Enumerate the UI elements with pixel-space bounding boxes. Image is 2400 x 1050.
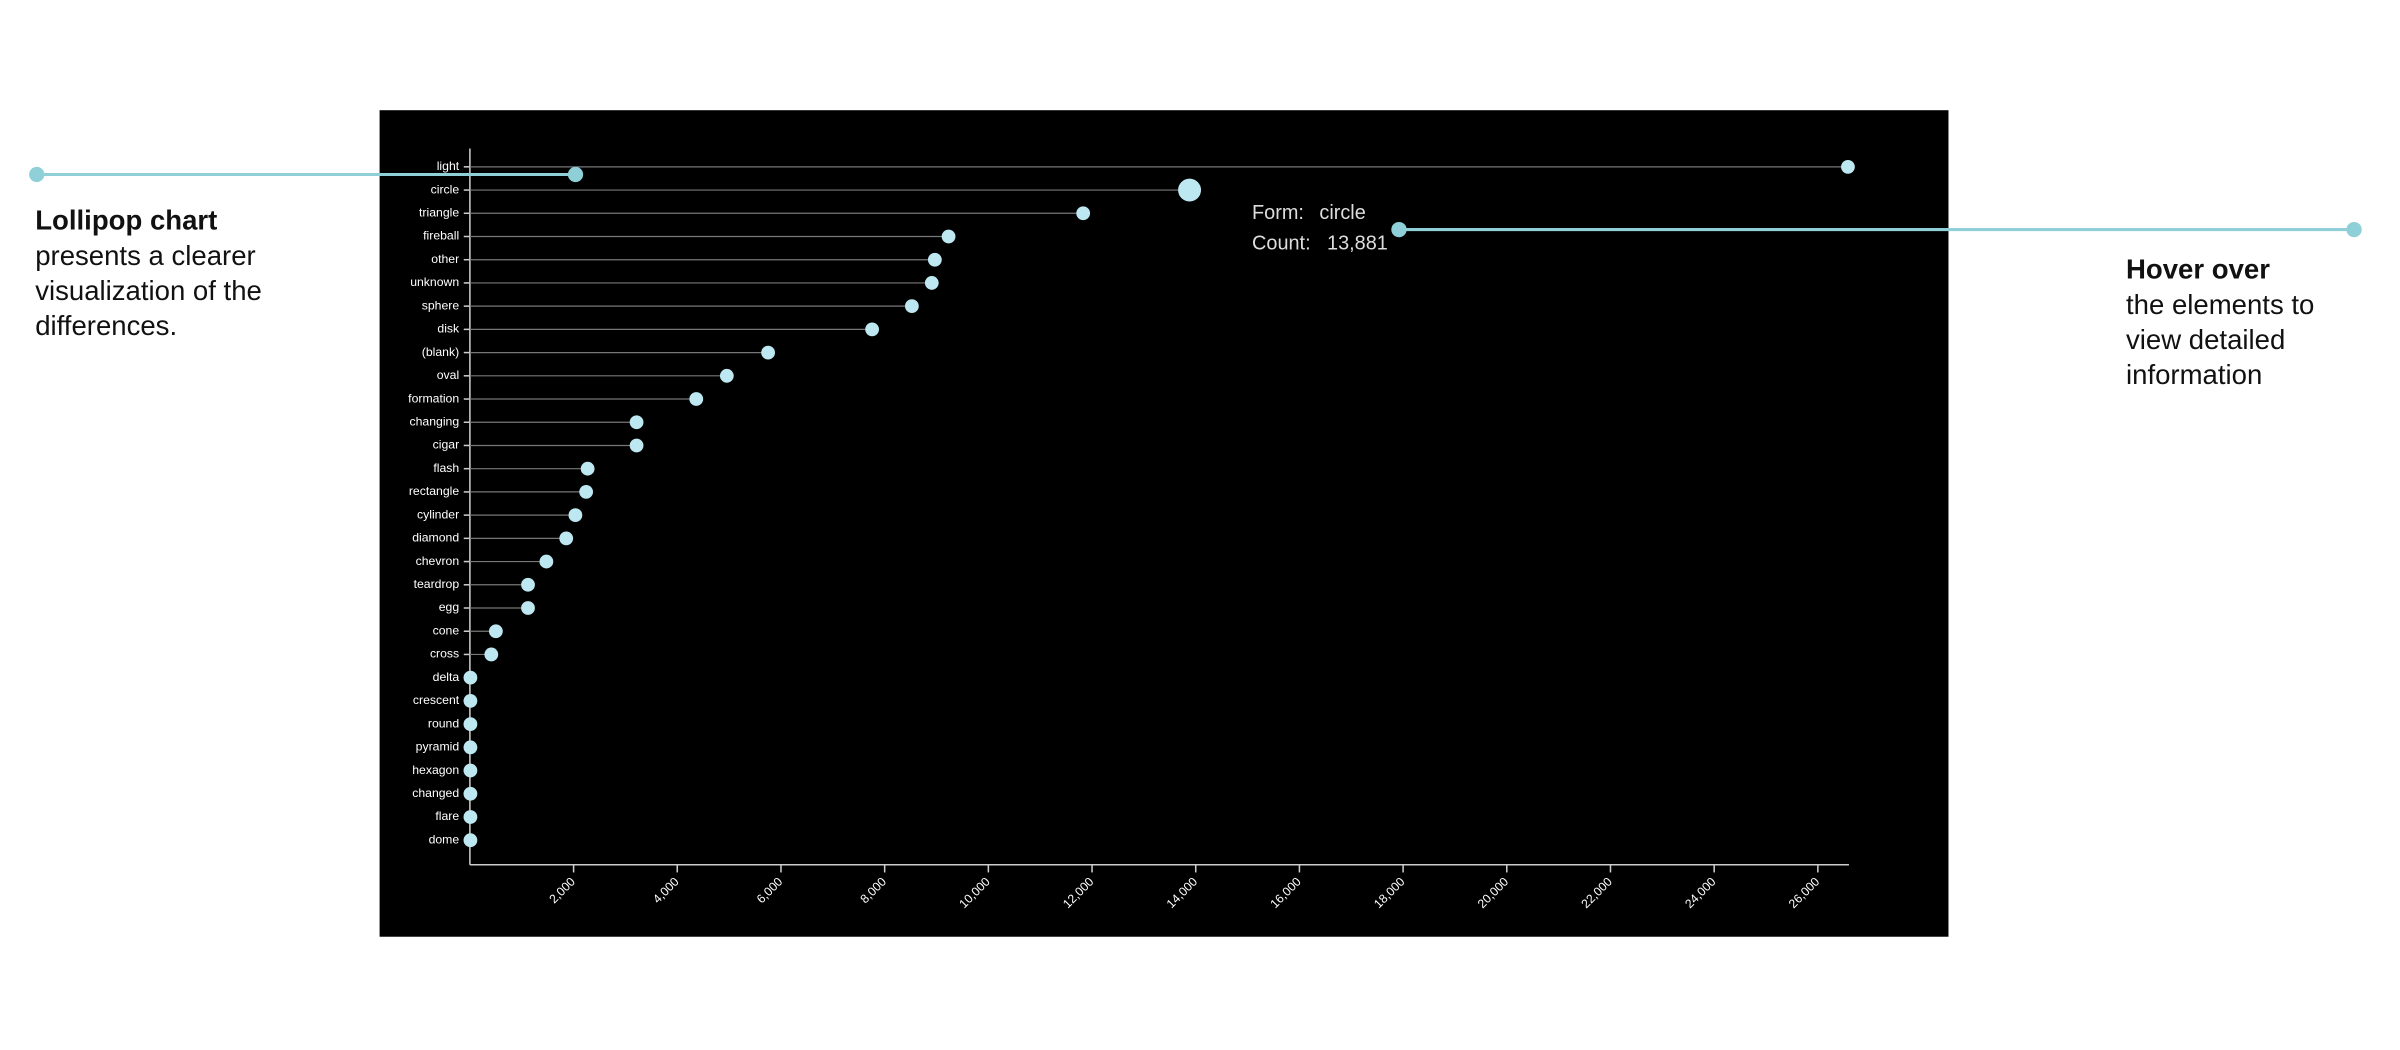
annotation-text: presents a clearer	[35, 240, 255, 271]
y-tick-label: cigar	[433, 438, 460, 452]
dot	[689, 392, 704, 406]
y-tick-label: (blank)	[422, 345, 459, 359]
y-tick-label: pyramid	[416, 740, 460, 754]
annotation-text: information	[2126, 359, 2262, 390]
y-tick-label: circle	[431, 182, 460, 196]
dot	[629, 415, 644, 430]
dot	[463, 693, 478, 708]
annotation-text: differences.	[35, 310, 177, 341]
tooltip-form: circle	[1319, 202, 1365, 224]
y-tick-label: sphere	[422, 298, 460, 312]
y-tick-label: rectangle	[409, 484, 460, 498]
dot	[488, 624, 503, 639]
y-tick-label: crescent	[413, 693, 460, 707]
dot	[629, 438, 644, 453]
connector-dot	[2346, 221, 2362, 238]
dot	[521, 601, 535, 615]
y-tick-label: delta	[433, 670, 460, 684]
y-tick-label: disk	[437, 322, 460, 336]
y-tick-label: changing	[410, 414, 460, 428]
dot	[463, 833, 478, 848]
y-tick-label: formation	[408, 391, 459, 405]
dot	[719, 368, 734, 383]
dot	[559, 531, 574, 546]
annotation-text: the elements to	[2126, 289, 2314, 320]
dot	[1076, 206, 1091, 221]
chart-background	[379, 110, 1949, 937]
y-tick-label: other	[431, 252, 459, 266]
annotation-title: Lollipop chart	[35, 205, 217, 236]
dot	[927, 252, 942, 267]
y-tick-label: diamond	[412, 531, 459, 545]
dot	[904, 299, 919, 314]
y-tick-label: flare	[435, 809, 459, 823]
y-tick-label: oval	[437, 368, 459, 382]
dot	[539, 554, 554, 569]
dot	[463, 717, 478, 731]
y-tick-label: cross	[430, 647, 459, 661]
connector-dot	[567, 166, 584, 183]
y-tick-label: fireball	[423, 229, 459, 243]
y-tick-label: cylinder	[417, 507, 459, 521]
y-tick-label: changed	[412, 786, 459, 800]
annotation-title: Hover over	[2126, 254, 2270, 285]
dot	[463, 810, 478, 824]
dot	[580, 461, 595, 476]
dot	[463, 763, 478, 778]
y-tick-label: chevron	[416, 554, 460, 568]
connector-dot	[29, 166, 45, 183]
y-tick-label: hexagon	[412, 763, 459, 777]
plot: 2,000 4,000 6,000 8,000 10,000 12,000 14,000 16…	[408, 148, 1855, 911]
dot	[924, 276, 939, 290]
dot	[865, 322, 880, 337]
y-tick-label: cone	[433, 623, 460, 637]
dot	[579, 485, 594, 499]
connector-dot	[1391, 221, 1407, 238]
y-tick-label: unknown	[410, 275, 459, 289]
annotation-text: view detailed	[2126, 324, 2285, 355]
tooltip-form-label: Form:	[1252, 202, 1304, 224]
dot	[463, 670, 478, 685]
dot	[568, 508, 583, 523]
y-tick-label: flash	[433, 461, 459, 475]
dot	[761, 345, 775, 360]
y-tick-label: egg	[439, 600, 460, 614]
dot	[484, 647, 499, 662]
y-tick-label: light	[437, 159, 460, 173]
annotation-text: visualization of the	[35, 275, 262, 306]
y-tick-label: teardrop	[414, 577, 460, 591]
y-tick-label: dome	[429, 832, 460, 846]
y-tick-label: round	[428, 716, 459, 730]
tooltip-count: 13,881	[1327, 232, 1388, 254]
dot	[463, 786, 478, 801]
dot	[521, 577, 535, 592]
tooltip-count-label: Count:	[1252, 232, 1311, 254]
dot	[1178, 178, 1202, 202]
dot	[941, 229, 956, 244]
y-tick-label: triangle	[419, 206, 459, 220]
dot	[463, 740, 478, 755]
dot	[1841, 159, 1855, 174]
